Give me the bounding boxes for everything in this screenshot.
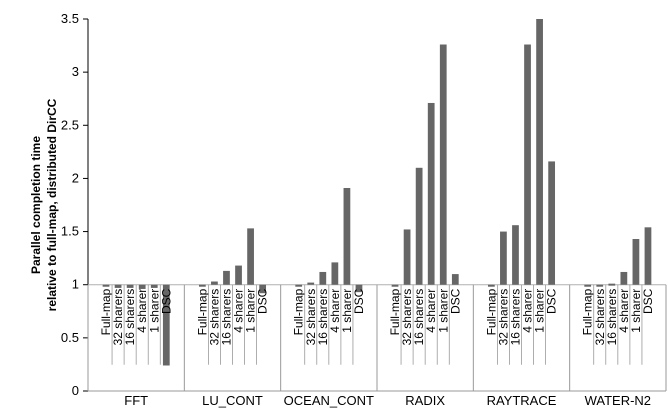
category-label-0-2: 16 sharers	[123, 289, 137, 346]
category-label-1-0: Full-map	[195, 288, 209, 335]
bar-raytrace-5	[548, 161, 556, 285]
bar-lu-cont-2	[223, 270, 230, 285]
category-label-1-5: DSC	[256, 288, 270, 314]
category-label-0-3: 4 sharer	[135, 289, 149, 333]
bar-fft-4	[150, 284, 158, 288]
group-label-3: RADIX	[405, 393, 445, 408]
category-label-0-1: 32 sharers	[111, 289, 125, 346]
bar-fft-0	[102, 284, 110, 287]
category-label-5-5: DSC	[641, 288, 655, 314]
bar-radix-4	[439, 44, 447, 285]
bar-raytrace-1	[500, 231, 507, 285]
group-label-4: RAYTRACE	[487, 393, 557, 408]
bar-ocean-cont-1	[307, 282, 315, 285]
category-label-4-0: Full-map	[484, 288, 498, 335]
category-label-1-2: 16 sharers	[219, 289, 233, 346]
y-tick-label-5: 2.5	[61, 117, 79, 132]
category-label-0-0: Full-map	[99, 288, 113, 335]
category-label-1-4: 1 sharer	[244, 289, 258, 333]
category-label-4-1: 32 sharers	[496, 289, 510, 346]
category-label-0-5: DSC	[159, 288, 173, 314]
bar-raytrace-2	[512, 225, 519, 285]
bar-radix-5	[451, 274, 459, 285]
category-label-3-5: DSC	[448, 288, 462, 314]
category-label-5-4: 1 sharer	[629, 289, 643, 333]
bar-radix-3	[427, 102, 435, 285]
category-label-2-2: 16 sharers	[316, 289, 330, 346]
y-tick-label-0: 0	[72, 383, 79, 398]
bar-fft-1	[114, 284, 122, 288]
category-label-1-1: 32 sharers	[207, 289, 221, 346]
y-tick-label-7: 3.5	[61, 11, 79, 26]
bar-water-n2-5	[644, 227, 652, 285]
category-label-3-3: 4 sharer	[424, 289, 438, 333]
bar-water-n2-2	[608, 283, 616, 286]
category-label-4-3: 4 sharer	[521, 289, 535, 333]
bar-radix-1	[403, 229, 411, 285]
group-label-0: FFT	[124, 393, 148, 408]
y-tick-label-2: 1	[72, 277, 79, 292]
y-tick-label-6: 3	[72, 64, 79, 79]
y-axis-label-line-1: Parallel completion time	[29, 136, 43, 274]
bar-raytrace-3	[524, 44, 531, 285]
group-label-1: LU_CONT	[202, 393, 263, 408]
category-label-3-0: Full-map	[388, 288, 402, 335]
group-label-2: OCEAN_CONT	[284, 393, 374, 408]
category-label-4-5: DSC	[545, 288, 559, 314]
bar-raytrace-4	[536, 19, 543, 285]
category-label-5-2: 16 sharers	[605, 289, 619, 346]
bar-lu-cont-4	[247, 228, 254, 285]
category-label-5-1: 32 sharers	[593, 289, 607, 346]
category-label-5-3: 4 sharer	[617, 289, 631, 333]
category-label-2-0: Full-map	[292, 288, 306, 335]
bar-water-n2-0	[584, 284, 592, 287]
bar-fft-2	[126, 284, 134, 288]
bar-fft-5	[162, 284, 170, 366]
category-label-3-1: 32 sharers	[400, 289, 414, 346]
category-label-3-2: 16 sharers	[412, 289, 426, 346]
bar-water-n2-4	[632, 239, 640, 285]
category-label-5-0: Full-map	[581, 288, 595, 335]
bar-radix-0	[391, 284, 399, 287]
bar-lu-cont-5	[259, 284, 267, 294]
category-label-2-4: 1 sharer	[340, 289, 354, 333]
y-tick-label-4: 2	[72, 170, 79, 185]
bar-lu-cont-1	[211, 281, 218, 285]
bar-ocean-cont-3	[331, 262, 339, 285]
category-label-4-4: 1 sharer	[533, 289, 547, 333]
bar-water-n2-3	[620, 271, 628, 285]
category-label-2-1: 32 sharers	[304, 289, 318, 346]
category-label-4-2: 16 sharers	[508, 289, 522, 346]
bar-ocean-cont-5	[355, 284, 363, 293]
category-label-2-3: 4 sharer	[328, 289, 342, 333]
bar-fft-3	[138, 284, 146, 289]
category-label-3-4: 1 sharer	[436, 289, 450, 333]
group-label-5: WATER-N2	[585, 393, 651, 408]
bar-ocean-cont-0	[295, 284, 303, 287]
bar-water-n2-1	[596, 284, 604, 287]
y-tick-label-3: 1.5	[61, 224, 79, 239]
y-tick-label-1: 0.5	[61, 330, 79, 345]
bar-ocean-cont-4	[343, 187, 351, 285]
bar-ocean-cont-2	[319, 271, 327, 285]
bar-lu-cont-3	[235, 265, 242, 285]
bar-lu-cont-0	[198, 284, 206, 287]
bar-radix-2	[415, 167, 423, 285]
y-axis-label-line-2: relative to full-map, distributed DirCC	[45, 98, 59, 311]
category-label-0-4: 1 sharer	[147, 289, 161, 333]
category-label-1-3: 4 sharer	[232, 289, 246, 333]
bar-raytrace-0	[487, 284, 495, 287]
category-label-2-5: DSC	[352, 288, 366, 314]
